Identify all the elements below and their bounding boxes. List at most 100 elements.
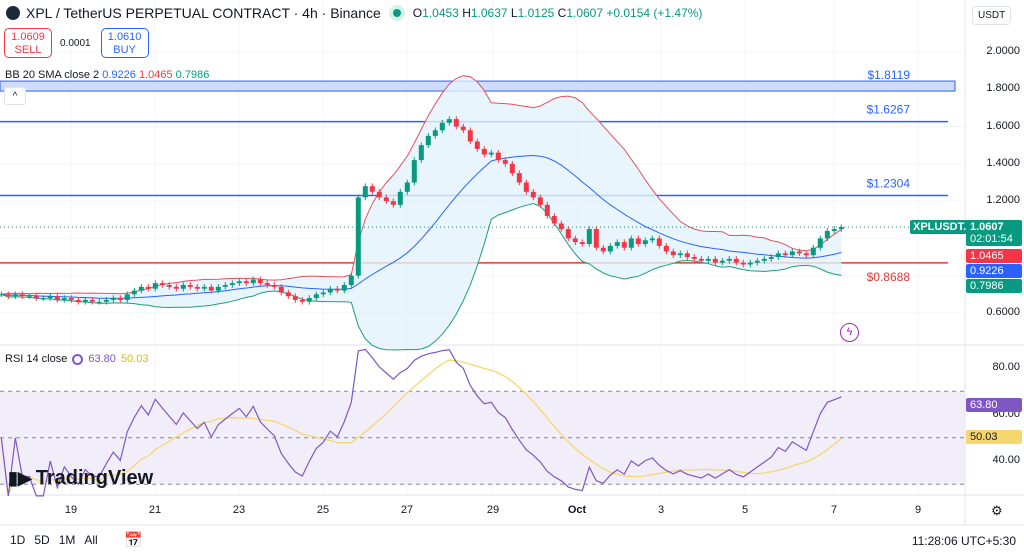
candle	[516, 173, 522, 183]
rsi-legend[interactable]: RSI 14 close 63.80 50.03	[5, 353, 149, 365]
symbol-title[interactable]: XPL / TetherUS PERPETUAL CONTRACT · 4h ·…	[26, 5, 381, 21]
candle	[838, 227, 844, 230]
candle	[264, 283, 270, 285]
candle	[40, 298, 46, 300]
candle	[54, 296, 60, 300]
candle	[341, 285, 347, 291]
candle	[691, 257, 697, 259]
candle	[712, 258, 718, 263]
bb-legend[interactable]: BB 20 SMA close 2 0.9226 1.0465 0.7986	[5, 69, 210, 81]
time-tick: 7	[830, 504, 838, 516]
candle	[474, 141, 480, 149]
candle	[320, 292, 326, 295]
candle	[138, 286, 144, 291]
rsi-ma-label: 50.03	[966, 430, 1022, 444]
loading-icon	[72, 353, 84, 365]
candle	[236, 281, 242, 284]
candle	[425, 135, 431, 146]
candle	[810, 247, 816, 256]
candle	[754, 260, 760, 263]
candle	[355, 197, 361, 276]
candle	[110, 298, 116, 300]
time-tick: 27	[400, 504, 414, 516]
candle	[768, 257, 774, 259]
rsi-ma-line	[0, 359, 842, 497]
candle	[285, 292, 291, 297]
range-5d-button[interactable]: 5D	[34, 533, 50, 547]
candle	[187, 285, 193, 287]
range-1m-button[interactable]: 1M	[58, 533, 76, 547]
candle	[789, 251, 795, 256]
candle	[726, 258, 732, 261]
collapse-legend-button[interactable]: ^	[4, 87, 26, 105]
candle	[82, 299, 88, 302]
market-open-icon	[392, 9, 401, 17]
calendar-icon[interactable]: 📅	[124, 532, 143, 549]
price-tick: 1.8000	[986, 82, 1020, 95]
range-1d-button[interactable]: 1D	[10, 533, 26, 547]
candle	[502, 160, 508, 164]
candle	[5, 294, 11, 297]
candle	[698, 258, 704, 261]
candle	[159, 283, 165, 285]
candle	[47, 296, 53, 299]
candle	[593, 229, 599, 248]
tradingview-logo[interactable]: ▮▶ TradingView	[8, 467, 154, 489]
bb-basis-line	[1, 154, 842, 299]
range-all-button[interactable]: All	[84, 533, 98, 547]
candle	[817, 238, 823, 248]
price-tick: 1.4000	[986, 156, 1020, 169]
candle	[467, 130, 473, 142]
candle	[481, 148, 487, 155]
candle	[0, 294, 4, 296]
candle	[257, 279, 263, 284]
candle	[544, 204, 550, 217]
candle	[145, 286, 151, 289]
candle	[278, 286, 284, 293]
candle	[740, 262, 746, 265]
bb-lower-label: 0.7986	[966, 279, 1022, 293]
lightning-icon[interactable]: ϟ	[840, 323, 859, 342]
level-label: $1.2304	[867, 176, 911, 190]
candle	[334, 288, 340, 291]
candle	[460, 126, 466, 131]
candle	[313, 294, 319, 299]
time-tick: 29	[486, 504, 500, 516]
candle	[390, 201, 396, 205]
candle	[166, 285, 172, 287]
candle	[628, 238, 634, 248]
bb-basis-label: 0.9226	[966, 264, 1022, 278]
settings-icon[interactable]: ⚙	[991, 503, 1003, 518]
currency-selector[interactable]: USDT	[972, 6, 1012, 25]
candle	[215, 286, 221, 291]
candle	[537, 197, 543, 205]
price-tick: 2.0000	[986, 45, 1020, 57]
candle	[397, 191, 403, 205]
candle	[831, 229, 837, 231]
candle	[404, 182, 410, 192]
candle	[565, 229, 571, 239]
candle	[96, 301, 102, 303]
candle	[418, 145, 424, 161]
candle	[229, 283, 235, 285]
candle	[649, 238, 655, 241]
candle	[299, 299, 305, 302]
clock[interactable]: 11:28:06 UTC+5:30	[911, 534, 1016, 548]
candle	[369, 186, 375, 192]
candle	[579, 242, 585, 244]
candle	[376, 191, 382, 198]
candle	[383, 197, 389, 202]
bb-upper-label: 1.0465	[966, 249, 1022, 263]
candle	[439, 122, 445, 131]
sell-button[interactable]: 1.0609 SELL	[4, 28, 52, 58]
level-label: $1.6267	[867, 103, 911, 117]
buy-button[interactable]: 1.0610 BUY	[100, 28, 149, 58]
candle	[124, 294, 130, 300]
candle	[201, 286, 207, 289]
time-tick: 5	[741, 504, 749, 516]
time-tick: 21	[148, 504, 162, 516]
range-selector: 1D 5D 1M All	[10, 533, 98, 547]
level-label: $1.8119	[868, 68, 911, 82]
candle	[824, 230, 830, 239]
